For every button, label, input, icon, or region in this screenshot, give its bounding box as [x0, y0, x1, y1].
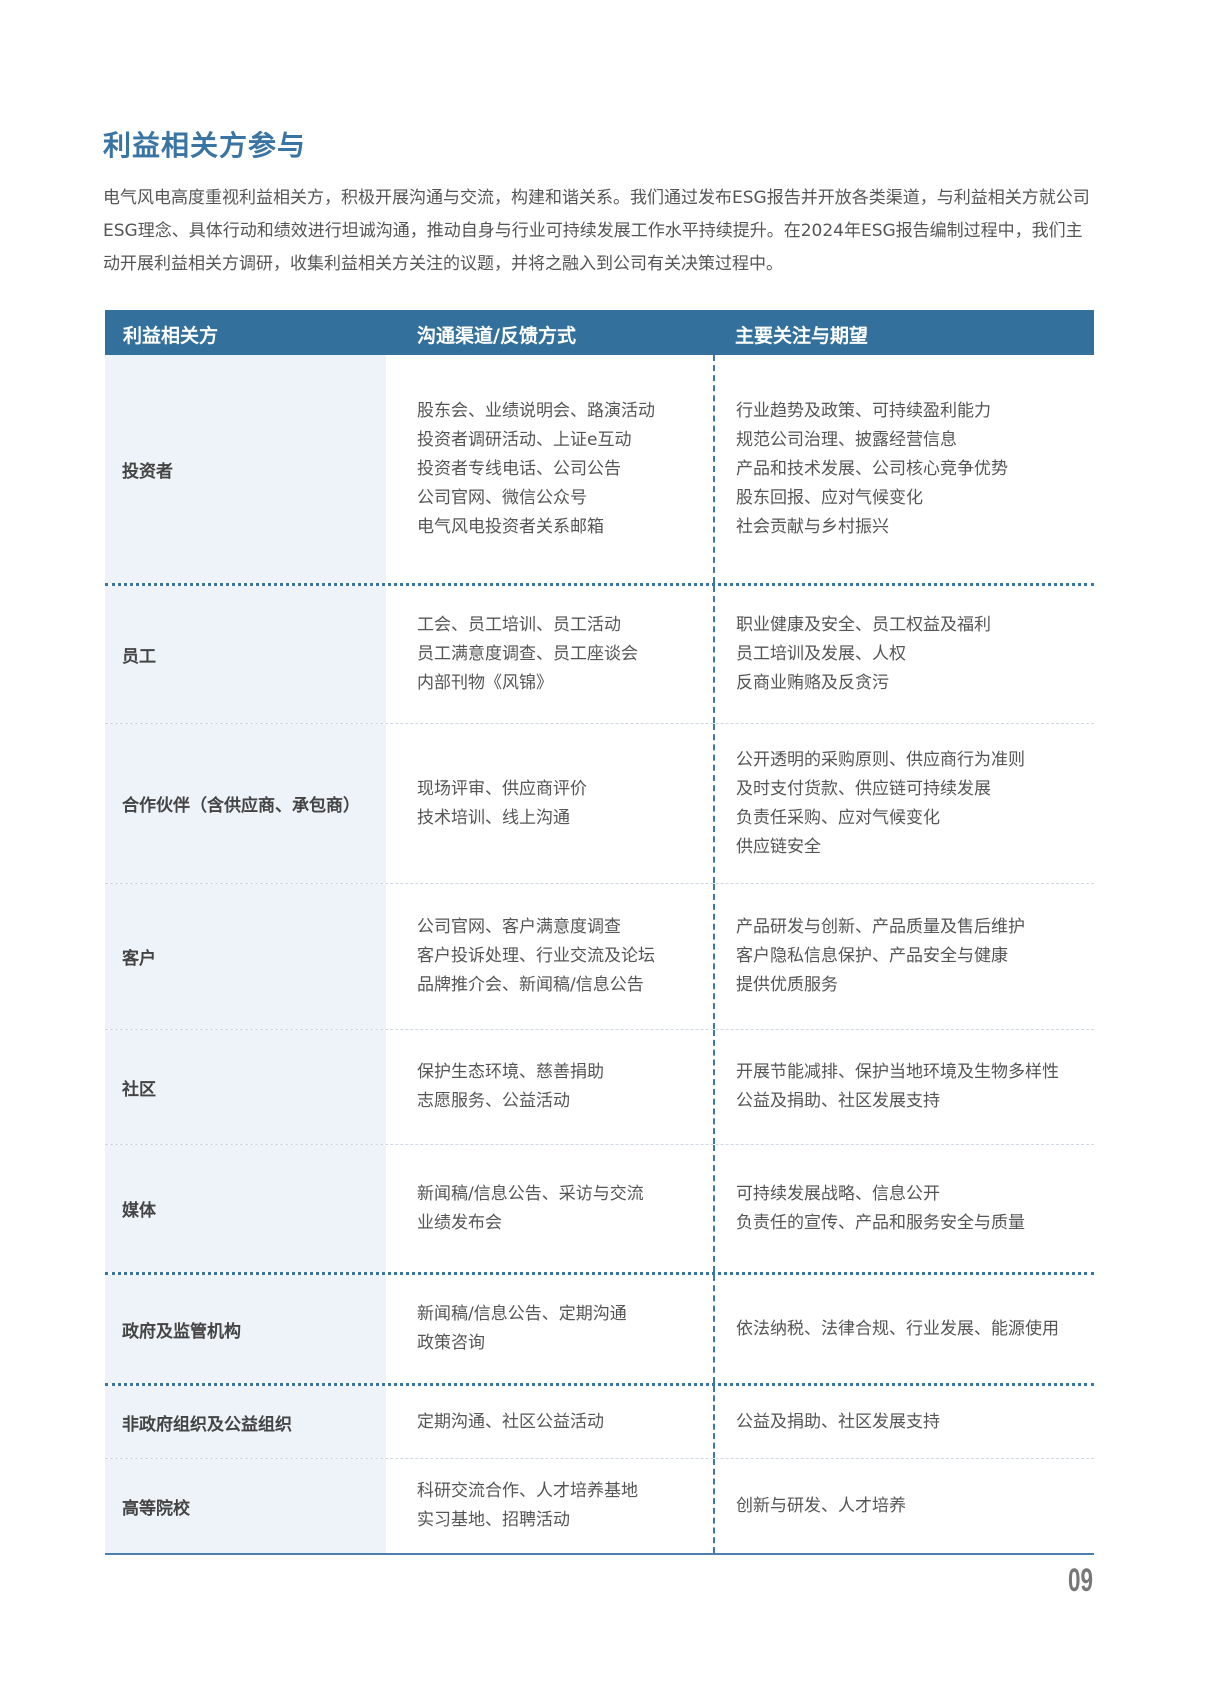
concerns-cell: 职业健康及安全、员工权益及福利 员工培训及发展、人权 反商业贿赂及反贪污	[713, 586, 1094, 723]
stakeholder-cell: 非政府组织及公益组织	[105, 1386, 386, 1458]
table-row: 政府及监管机构 新闻稿/信息公告、定期沟通 政策咨询 依法纳税、法律合规、行业发展、能…	[105, 1275, 1094, 1386]
concern-line: 规范公司治理、披露经营信息	[736, 429, 957, 450]
concern-line: 供应链安全	[736, 836, 821, 857]
concern-line: 创新与研发、人才培养	[736, 1495, 906, 1516]
stakeholder-cell: 媒体	[105, 1145, 386, 1272]
channel-line: 保护生态环境、慈善捐助	[417, 1062, 604, 1082]
concern-line: 产品研发与创新、产品质量及售后维护	[736, 917, 1025, 937]
channels-cell: 新闻稿/信息公告、采访与交流 业绩发布会	[386, 1145, 713, 1272]
channel-line: 志愿服务、公益活动	[417, 1091, 570, 1111]
channel-line: 公司官网、微信公众号	[417, 487, 587, 508]
channel-line: 员工满意度调查、员工座谈会	[417, 644, 638, 664]
concern-line: 产品和技术发展、公司核心竞争优势	[736, 458, 1008, 479]
channel-line: 内部刊物《风锦》	[417, 673, 553, 693]
concern-line: 负责任采购、应对气候变化	[736, 807, 940, 828]
stakeholder-cell: 员工	[105, 586, 386, 723]
stakeholder-cell: 社区	[105, 1030, 386, 1144]
concern-line: 职业健康及安全、员工权益及福利	[736, 615, 991, 635]
channel-line: 股东会、业绩说明会、路演活动	[417, 400, 655, 421]
concern-line: 社会贡献与乡村振兴	[736, 516, 889, 537]
table-row: 非政府组织及公益组织 定期沟通、社区公益活动 公益及捐助、社区发展支持	[105, 1386, 1094, 1459]
channel-line: 新闻稿/信息公告、采访与交流	[417, 1183, 644, 1204]
concern-line: 公益及捐助、社区发展支持	[736, 1411, 940, 1432]
concerns-cell: 开展节能减排、保护当地环境及生物多样性 公益及捐助、社区发展支持	[713, 1030, 1094, 1144]
concern-line: 依法纳税、法律合规、行业发展、能源使用	[736, 1318, 1059, 1339]
concerns-cell: 创新与研发、人才培养	[713, 1459, 1094, 1553]
table-row: 客户 公司官网、客户满意度调查 客户投诉处理、行业交流及论坛 品牌推介会、新闻稿/信息…	[105, 884, 1094, 1030]
channel-line: 客户投诉处理、行业交流及论坛	[417, 946, 655, 966]
channel-line: 政策咨询	[417, 1333, 485, 1353]
channels-cell: 公司官网、客户满意度调查客户投诉处理、行业交流及论坛 品牌推介会、新闻稿/信息公告	[386, 884, 713, 1029]
table-body: 投资者 股东会、业绩说明会、路演活动 投资者调研活动、上证e互动 投资者专线电话、公司…	[105, 355, 1094, 1555]
channel-line: 实习基地、招聘活动	[417, 1510, 570, 1530]
concern-line: 负责任的宣传、产品和服务安全与质量	[736, 1212, 1025, 1233]
channels-cell: 新闻稿/信息公告、定期沟通 政策咨询	[386, 1275, 713, 1383]
concern-line: 提供优质服务	[736, 975, 838, 995]
channels-cell: 股东会、业绩说明会、路演活动 投资者调研活动、上证e互动 投资者专线电话、公司公告公…	[386, 355, 713, 583]
table-row: 合作伙伴（含供应商、承包商） 现场评审、供应商评价 技术培训、线上沟通 公开透明的采购…	[105, 724, 1094, 884]
concern-line: 股东回报、应对气候变化	[736, 487, 923, 508]
table-header: 利益相关方 沟通渠道/反馈方式 主要关注与期望	[105, 310, 1094, 355]
channel-line: 科研交流合作、人才培养基地	[417, 1481, 638, 1501]
concern-line: 客户隐私信息保护、产品安全与健康	[736, 946, 1008, 966]
concern-line: 可持续发展战略、信息公开	[736, 1183, 940, 1204]
channels-cell: 工会、员工培训、员工活动 员工满意度调查、员工座谈会 内部刊物《风锦》	[386, 586, 713, 723]
concern-line: 行业趋势及政策、可持续盈利能力	[736, 400, 991, 421]
stakeholder-cell: 合作伙伴（含供应商、承包商）	[105, 724, 386, 883]
stakeholder-cell: 政府及监管机构	[105, 1275, 386, 1383]
channel-line: 公司官网、客户满意度调查	[417, 917, 621, 937]
channels-cell: 保护生态环境、慈善捐助 志愿服务、公益活动	[386, 1030, 713, 1144]
channel-line: 投资者调研活动、上证e互动	[417, 429, 632, 450]
concern-line: 公益及捐助、社区发展支持	[736, 1091, 940, 1111]
channel-line: 新闻稿/信息公告、定期沟通	[417, 1304, 627, 1324]
table-row: 媒体 新闻稿/信息公告、采访与交流 业绩发布会 可持续发展战略、信息公开 负责任的宣传、…	[105, 1145, 1094, 1275]
concerns-cell: 依法纳税、法律合规、行业发展、能源使用	[713, 1275, 1094, 1383]
stakeholder-cell: 客户	[105, 884, 386, 1029]
page-title: 利益相关方参与	[103, 129, 307, 162]
table-row: 投资者 股东会、业绩说明会、路演活动 投资者调研活动、上证e互动 投资者专线电话、公司…	[105, 355, 1094, 586]
table-row: 高等院校 科研交流合作、人才培养基地 实习基地、招聘活动 创新与研发、人才培养	[105, 1459, 1094, 1555]
concern-line: 反商业贿赂及反贪污	[736, 673, 889, 693]
stakeholder-cell: 投资者	[105, 355, 386, 583]
concern-line: 及时支付货款、供应链可持续发展	[736, 778, 991, 799]
stakeholder-cell: 高等院校	[105, 1459, 386, 1553]
channel-line: 定期沟通、社区公益活动	[417, 1411, 604, 1432]
channel-line: 现场评审、供应商评价	[417, 778, 587, 799]
header-concerns: 主要关注与期望	[735, 325, 869, 347]
channel-line: 投资者专线电话、公司公告	[417, 458, 621, 479]
concerns-cell: 公益及捐助、社区发展支持	[713, 1386, 1094, 1458]
table-row: 社区 保护生态环境、慈善捐助 志愿服务、公益活动 开展节能减排、保护当地环境及生物多样…	[105, 1030, 1094, 1145]
header-stakeholder: 利益相关方	[123, 325, 219, 347]
intro-paragraph: 电气风电高度重视利益相关方，积极开展沟通与交流，构建和谐关系。我们通过发布ESG…	[103, 188, 1090, 274]
concerns-cell: 可持续发展战略、信息公开负责任的宣传、产品和服务安全与质量	[713, 1145, 1094, 1272]
concern-line: 公开透明的采购原则、供应商行为准则	[736, 749, 1025, 770]
concerns-cell: 公开透明的采购原则、供应商行为准则 及时支付货款、供应链可持续发展 负责任采购、应对…	[713, 724, 1094, 883]
channel-line: 品牌推介会、新闻稿/信息公告	[417, 975, 644, 995]
stakeholder-table: 利益相关方 沟通渠道/反馈方式 主要关注与期望 投资者 股东会、业绩说明会、路演活…	[105, 310, 1094, 1555]
channel-line: 技术培训、线上沟通	[417, 807, 570, 828]
channel-line: 电气风电投资者关系邮箱	[417, 516, 604, 537]
channels-cell: 现场评审、供应商评价 技术培训、线上沟通	[386, 724, 713, 883]
page-number: 09	[1068, 1562, 1093, 1598]
channels-cell: 科研交流合作、人才培养基地 实习基地、招聘活动	[386, 1459, 713, 1553]
channel-line: 工会、员工培训、员工活动	[417, 615, 621, 635]
channel-line: 业绩发布会	[417, 1212, 502, 1233]
concerns-cell: 行业趋势及政策、可持续盈利能力 规范公司治理、披露经营信息产品和技术发展、公司核心…	[713, 355, 1094, 583]
table-row: 员工 工会、员工培训、员工活动 员工满意度调查、员工座谈会 内部刊物《风锦》 职业健康及…	[105, 586, 1094, 724]
concerns-cell: 产品研发与创新、产品质量及售后维护 客户隐私信息保护、产品安全与健康 提供优质服务	[713, 884, 1094, 1029]
concern-line: 开展节能减排、保护当地环境及生物多样性	[736, 1062, 1059, 1082]
concern-line: 员工培训及发展、人权	[736, 644, 906, 664]
header-channels: 沟通渠道/反馈方式	[417, 325, 576, 347]
channels-cell: 定期沟通、社区公益活动	[386, 1386, 713, 1458]
